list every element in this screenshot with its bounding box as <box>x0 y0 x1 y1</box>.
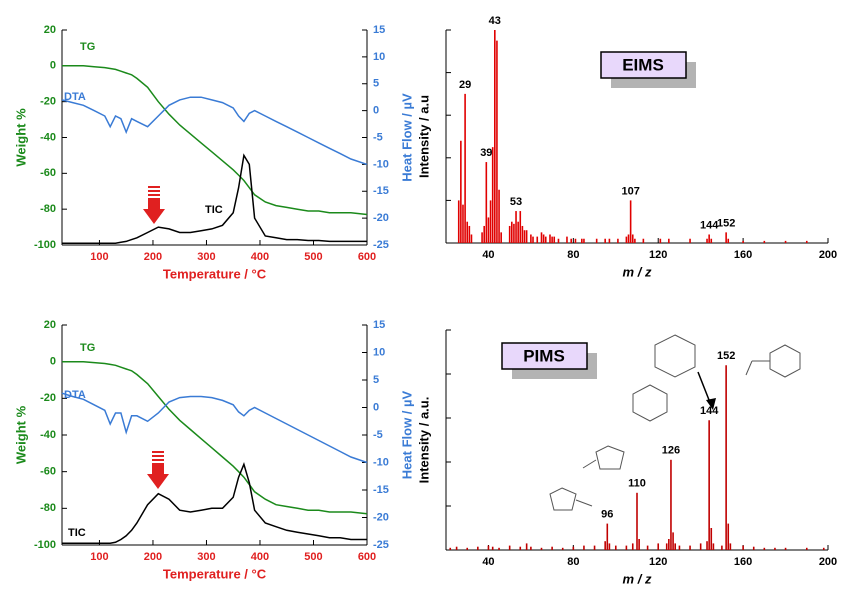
x-tick-label: 600 <box>358 251 376 263</box>
x-tick-label: 200 <box>144 551 162 563</box>
x-tick-label: 500 <box>304 551 322 563</box>
peak-label: 144 <box>700 219 719 231</box>
x-axis-title: Temperature / °C <box>163 266 267 281</box>
y2-tick-label: -20 <box>373 212 389 224</box>
y2-tick-label: 10 <box>373 51 385 63</box>
series-label: TIC <box>68 527 86 539</box>
y-tick-label: -60 <box>40 466 56 478</box>
y2-tick-label: -25 <box>373 239 389 251</box>
x-tick-label: 120 <box>649 556 667 568</box>
x-tick-label: 200 <box>819 556 837 568</box>
y2-tick-label: -5 <box>373 429 383 441</box>
y2-tick-label: -10 <box>373 158 389 170</box>
x-tick-label: 160 <box>734 556 752 568</box>
y-axis-title: Intensity / a.u <box>416 95 431 178</box>
x-axis-title: m / z <box>623 571 652 586</box>
peak-label: 144 <box>700 405 719 417</box>
y-tick-label: -40 <box>40 131 56 143</box>
y2-tick-label: 10 <box>373 346 385 358</box>
arrow-head <box>706 398 716 410</box>
peak-label: 107 <box>621 185 639 197</box>
x-axis-title: Temperature / °C <box>163 566 267 581</box>
x-tick-label: 300 <box>197 251 215 263</box>
structure <box>549 334 801 511</box>
series-label: TG <box>80 41 95 53</box>
y-tick-label: -100 <box>34 539 56 551</box>
arrow <box>143 186 165 224</box>
peak-label: 152 <box>717 217 735 229</box>
peak-label: 43 <box>489 15 501 27</box>
y-tick-label: -100 <box>34 239 56 251</box>
y-tick-label: -80 <box>40 203 56 215</box>
x-tick-label: 300 <box>197 551 215 563</box>
peak-label: 29 <box>459 79 471 91</box>
y2-tick-label: 15 <box>373 319 385 331</box>
series-line <box>61 392 368 464</box>
x-tick-label: 160 <box>734 249 752 261</box>
peak-label: 126 <box>662 445 680 457</box>
y2-tick-label: 0 <box>373 401 379 413</box>
peak-label: 53 <box>510 196 522 208</box>
title-box <box>501 342 588 370</box>
peak-label: 39 <box>480 147 492 159</box>
y-tick-label: -20 <box>40 96 56 108</box>
series-line <box>62 360 368 515</box>
x-tick-label: 120 <box>649 249 667 261</box>
x-tick-label: 100 <box>90 251 108 263</box>
y-tick-label: -20 <box>40 392 56 404</box>
y-axis-title: Weight % <box>13 405 28 464</box>
y-tick-label: 20 <box>44 24 56 36</box>
series-label: DTA <box>64 91 86 103</box>
y2-tick-label: -5 <box>373 131 383 143</box>
series-line <box>61 96 368 166</box>
x-tick-label: 200 <box>144 251 162 263</box>
y-tick-label: -40 <box>40 429 56 441</box>
y2-tick-label: 0 <box>373 105 379 117</box>
peak-label: 152 <box>717 350 735 362</box>
x-tick-label: 600 <box>358 551 376 563</box>
y-tick-label: -60 <box>40 167 56 179</box>
x-tick-label: 40 <box>482 249 494 261</box>
y-tick-label: -80 <box>40 502 56 514</box>
x-tick-label: 200 <box>819 249 837 261</box>
peak-label: 110 <box>628 478 646 490</box>
x-tick-label: 40 <box>482 556 494 568</box>
series-label: TG <box>80 342 95 354</box>
x-tick-label: 100 <box>90 551 108 563</box>
y2-tick-label: -20 <box>373 511 389 523</box>
x-tick-label: 500 <box>304 251 322 263</box>
y2-tick-label: 15 <box>373 24 385 36</box>
x-axis-title: m / z <box>623 264 652 279</box>
series-label: TIC <box>205 204 223 216</box>
y2-tick-label: 5 <box>373 374 379 386</box>
y2-tick-label: -25 <box>373 539 389 551</box>
y2-axis-title: Heat Flow / µV <box>399 390 414 479</box>
y2-tick-label: -10 <box>373 456 389 468</box>
series-label: DTA <box>64 389 86 401</box>
title-box <box>600 51 687 79</box>
y2-tick-label: -15 <box>373 185 389 197</box>
peak-label: 96 <box>601 509 613 521</box>
x-tick-label: 80 <box>567 249 579 261</box>
y-axis-title: Weight % <box>13 108 28 167</box>
y-tick-label: 0 <box>50 356 56 368</box>
y2-tick-label: 5 <box>373 78 379 90</box>
spectrum-title: PIMS <box>523 346 565 365</box>
x-tick-label: 400 <box>251 251 269 263</box>
series-line <box>62 65 368 216</box>
y-axis-title: Intensity / a.u. <box>416 397 431 484</box>
y2-tick-label: -15 <box>373 484 389 496</box>
x-tick-label: 80 <box>567 556 579 568</box>
x-tick-label: 400 <box>251 551 269 563</box>
y-tick-label: 0 <box>50 60 56 72</box>
series-line <box>62 462 367 544</box>
y2-axis-title: Heat Flow / µV <box>399 93 414 182</box>
series-line <box>62 153 367 244</box>
arrow <box>147 451 169 489</box>
spectrum-title: EIMS <box>622 55 664 74</box>
y-tick-label: 20 <box>44 319 56 331</box>
